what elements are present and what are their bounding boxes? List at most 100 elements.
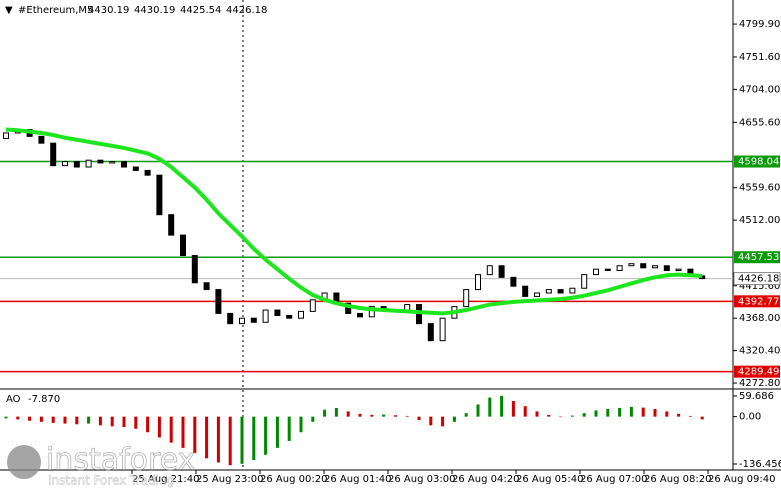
y-tick-label: 4512.00 <box>739 215 780 226</box>
watermark-tagline: Instant Forex Trading <box>48 474 174 488</box>
candle-body <box>593 268 599 276</box>
level-label-box <box>734 251 780 264</box>
candle-body <box>144 169 151 176</box>
header-arrow: ▼ <box>5 5 13 16</box>
ao-bar <box>75 416 79 425</box>
x-tick-label: 26 Aug 04:20 <box>452 474 519 485</box>
level-label-box <box>734 155 780 168</box>
candle-body <box>121 161 127 168</box>
candle-body <box>534 292 540 297</box>
level-label-box <box>734 295 780 308</box>
y-tick-label: 4415.60 <box>739 281 780 292</box>
ao-bar <box>51 416 55 423</box>
ao-bar <box>299 416 303 433</box>
candle-body <box>85 159 92 168</box>
candle-body <box>3 132 9 139</box>
candle-body <box>286 314 293 319</box>
watermark: instaforex Instant Forex Trading <box>7 442 196 488</box>
ao-bar <box>311 416 315 422</box>
candle-body <box>640 263 647 269</box>
ao-tick-label: 0.00 <box>739 412 761 423</box>
ao-bar <box>63 416 67 424</box>
ao-bar <box>500 395 504 417</box>
x-tick-label: 26 Aug 00:20 <box>260 474 327 485</box>
ao-bar <box>205 416 209 459</box>
ao-bar <box>110 416 114 427</box>
candle-body <box>309 299 316 312</box>
ao-bar <box>87 416 91 424</box>
indicator-name: AO <box>6 394 21 405</box>
level-label: 4598.04 <box>738 157 779 168</box>
candle-body <box>557 289 564 294</box>
ao-bar <box>275 416 279 448</box>
ao-bar <box>181 416 185 448</box>
candle-body <box>156 174 163 216</box>
ao-bar <box>618 407 622 417</box>
ao-bar <box>252 416 256 461</box>
candle-body <box>50 142 57 167</box>
ao-bar <box>665 411 669 417</box>
ao-tick-label: 59.686 <box>739 391 774 402</box>
ao-bar <box>641 407 645 417</box>
ao-bar <box>393 415 397 417</box>
candle-body <box>73 161 80 168</box>
ao-bar <box>169 416 173 443</box>
x-tick-label: 26 Aug 05:40 <box>516 474 583 485</box>
ao-bar <box>429 416 433 426</box>
candle-body <box>604 268 611 272</box>
ao-bar <box>98 416 102 426</box>
y-tick-label: 4655.60 <box>739 117 780 128</box>
candle-body <box>180 234 186 257</box>
ao-bar <box>688 415 692 417</box>
candle-body <box>498 265 505 278</box>
ao-bar <box>157 416 161 438</box>
level-label: 4289.49 <box>738 367 779 378</box>
candle-body <box>38 135 45 144</box>
candle-body <box>215 289 222 314</box>
ao-bar <box>547 414 551 417</box>
ao-bar <box>559 416 563 418</box>
ao-bar <box>358 413 362 417</box>
ao-bar <box>39 416 43 422</box>
candle-body <box>486 265 493 276</box>
ao-bar <box>228 416 232 466</box>
ao-bar <box>677 413 681 417</box>
ao-bar <box>441 416 445 427</box>
ao-bar <box>122 416 126 428</box>
candle-body <box>227 312 234 325</box>
y-tick-label: 4799.90 <box>739 19 780 30</box>
header-ohlc: 4430.19 <box>134 5 175 16</box>
indicator-value: -7.870 <box>28 394 60 405</box>
ao-bar <box>570 415 574 417</box>
candle-body <box>569 287 576 294</box>
x-tick-label: 26 Aug 07:00 <box>580 474 647 485</box>
watermark-logo <box>7 445 41 479</box>
ao-bar <box>370 414 374 417</box>
candle-body <box>581 274 588 289</box>
ao-bar <box>264 416 268 455</box>
header-ohlc: 4430.19 <box>88 5 129 16</box>
candle-body <box>62 161 68 167</box>
ao-bar <box>134 416 138 429</box>
y-tick-label: 4320.40 <box>739 346 780 357</box>
ao-bar <box>382 414 386 417</box>
candle-body <box>616 265 623 272</box>
current-price-label: 4426.18 <box>738 274 779 285</box>
candle-body <box>298 310 304 319</box>
candle-body <box>250 317 257 323</box>
candle-body <box>239 317 245 325</box>
x-tick-label: 26 Aug 03:00 <box>388 474 455 485</box>
level-label: 4457.53 <box>738 252 779 263</box>
x-tick-label: 25 Aug 23:00 <box>196 474 263 485</box>
x-tick-label: 26 Aug 01:40 <box>324 474 391 485</box>
candle-body <box>475 274 481 291</box>
level-label: 4392.77 <box>738 296 779 307</box>
ao-bar <box>594 410 598 417</box>
candle-body <box>191 255 198 284</box>
y-tick-label: 4559.60 <box>739 183 780 194</box>
y-tick-label: 4272.80 <box>739 378 780 389</box>
ao-bar <box>582 413 586 417</box>
y-tick-label: 4704.00 <box>739 84 780 95</box>
